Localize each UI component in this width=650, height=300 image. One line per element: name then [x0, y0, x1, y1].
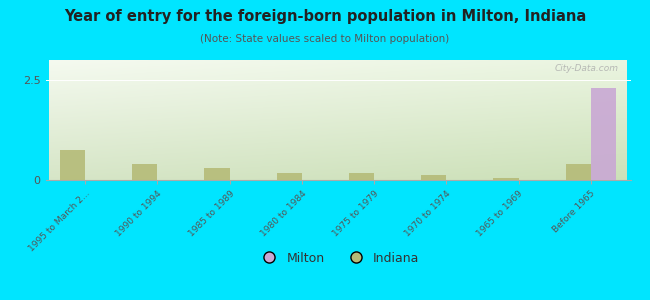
Bar [591, 88, 616, 180]
Bar [132, 164, 157, 180]
Text: City-Data.com: City-Data.com [555, 64, 619, 73]
Bar [60, 150, 85, 180]
Bar [277, 173, 302, 180]
Legend: Milton, Indiana: Milton, Indiana [252, 247, 424, 270]
Bar [421, 175, 447, 180]
Bar [493, 178, 519, 180]
Bar [349, 173, 374, 180]
Text: Year of entry for the foreign-born population in Milton, Indiana: Year of entry for the foreign-born popul… [64, 9, 586, 24]
Text: (Note: State values scaled to Milton population): (Note: State values scaled to Milton pop… [200, 34, 450, 44]
Bar [204, 168, 229, 180]
Bar [566, 164, 591, 180]
